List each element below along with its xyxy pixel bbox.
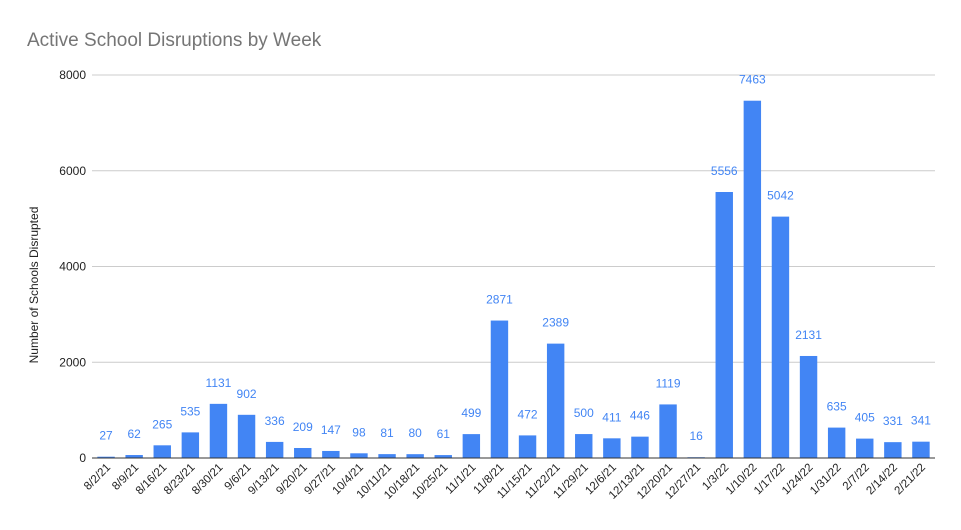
bars [97, 100, 930, 459]
bar [631, 436, 649, 458]
bar [912, 441, 930, 458]
y-tick-label: 6000 [59, 164, 86, 178]
data-label: 80 [408, 426, 422, 440]
data-label: 902 [237, 387, 257, 401]
chart-title: Active School Disruptions by Week [27, 30, 322, 51]
x-tick-label: 8/2/21 [82, 462, 113, 493]
data-label: 411 [602, 410, 621, 424]
data-label: 500 [574, 406, 594, 420]
data-label: 209 [293, 420, 313, 434]
data-label: 405 [855, 411, 875, 425]
x-axis-ticks: 8/2/218/9/218/16/218/23/218/30/219/6/219… [82, 462, 928, 502]
data-label: 446 [630, 409, 650, 423]
bar [237, 414, 256, 458]
bar [856, 438, 874, 458]
x-tick-label: 8/30/21 [190, 462, 226, 498]
data-label: 336 [265, 414, 285, 428]
bar [799, 355, 818, 458]
bar [575, 434, 593, 458]
bar [659, 404, 677, 458]
data-label: 341 [911, 414, 931, 428]
bar [827, 427, 846, 458]
bar [97, 456, 115, 458]
bar [715, 192, 733, 458]
data-label: 7463 [739, 73, 766, 87]
gridlines [92, 74, 935, 363]
data-label: 5042 [767, 189, 794, 203]
y-tick-label: 4000 [59, 260, 86, 274]
data-label: 635 [827, 400, 847, 414]
data-label: 472 [518, 407, 538, 421]
bar [125, 455, 143, 458]
data-label: 2389 [542, 316, 569, 330]
bar [406, 454, 424, 458]
bar [546, 343, 565, 458]
data-label: 98 [352, 425, 366, 439]
y-tick-label: 8000 [59, 68, 86, 82]
y-tick-label: 0 [79, 451, 86, 465]
bar [322, 450, 340, 458]
data-label: 81 [380, 426, 394, 440]
data-label: 499 [461, 406, 481, 420]
bar [153, 445, 171, 458]
bar [294, 447, 312, 458]
bar [209, 403, 228, 458]
data-label: 16 [689, 429, 703, 443]
data-label: 27 [99, 429, 113, 443]
data-label: 331 [883, 414, 903, 428]
bar [490, 320, 509, 458]
data-label: 2871 [486, 293, 513, 307]
bar [462, 434, 481, 458]
bar [265, 441, 284, 458]
y-axis-label: Number of Schools Disrupted [27, 207, 41, 364]
x-tick-label: 11/1/21 [443, 462, 478, 497]
bar [378, 454, 396, 458]
data-label: 1131 [206, 376, 232, 390]
data-label: 62 [127, 427, 141, 441]
bar [434, 455, 452, 458]
data-label: 147 [321, 423, 341, 437]
bar [884, 442, 902, 458]
data-label: 2131 [795, 328, 822, 342]
data-label: 5556 [711, 164, 738, 178]
bar [518, 435, 537, 458]
data-label: 265 [152, 417, 172, 431]
data-label: 61 [437, 427, 451, 441]
y-tick-label: 2000 [59, 355, 86, 369]
bar [181, 432, 200, 458]
bar [743, 100, 762, 459]
data-label: 535 [180, 404, 200, 418]
bar [771, 216, 790, 458]
data-label: 1119 [656, 376, 681, 390]
data-labels: 27 62 265 535 1131 902 336 209 147 98 81 80 61 499 287… [99, 73, 931, 444]
y-axis-ticks: 0 2000 4000 6000 8000 [59, 68, 86, 465]
bar [603, 438, 621, 458]
x-tick-label: 2/21/22 [892, 462, 928, 498]
bar [350, 453, 368, 458]
x-tick-label: 1/31/22 [808, 462, 844, 498]
